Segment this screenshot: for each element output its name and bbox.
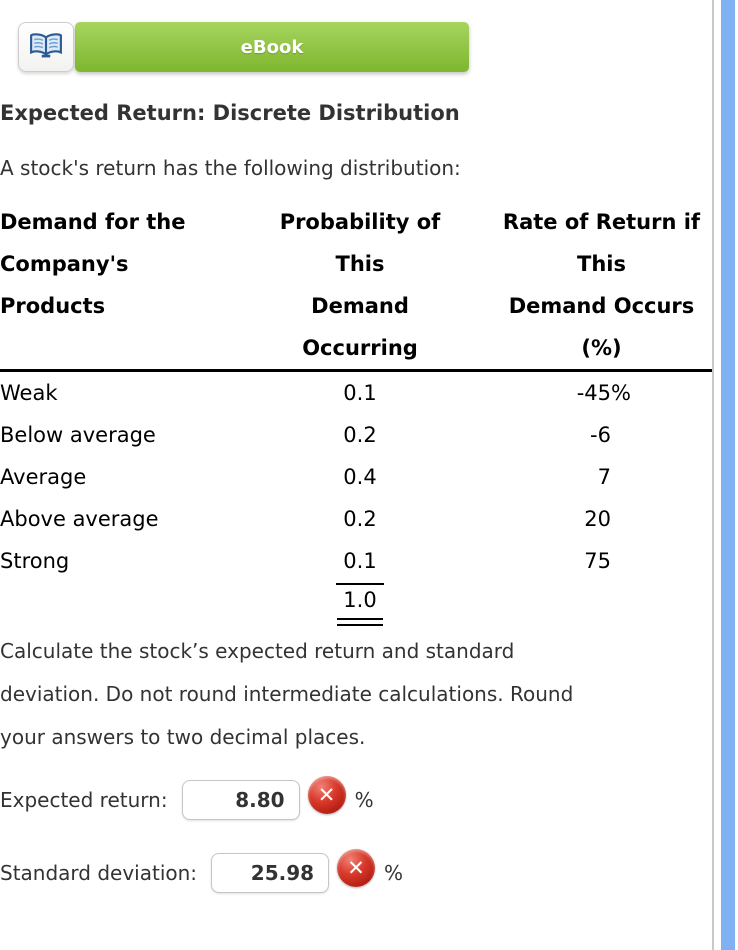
expected-return-row: Expected return: ✕ %	[0, 776, 374, 822]
demand-cell: Below average	[0, 423, 156, 447]
ebook-button[interactable]: eBook	[75, 22, 469, 72]
instructions-text: Calculate the stock’s expected return an…	[0, 639, 574, 749]
return-cell: -45%	[576, 381, 631, 405]
page-title: Expected Return: Discrete Distribution	[0, 101, 460, 125]
header-demand: Demand for the Company's Products	[0, 210, 186, 318]
ebook-button-label: eBook	[240, 36, 304, 58]
expected-return-input[interactable]	[181, 780, 300, 820]
probability-cell: 0.2	[343, 507, 377, 531]
probability-total: 1.0	[343, 588, 377, 612]
open-book-icon	[29, 32, 63, 63]
percent-sign: %	[354, 788, 374, 812]
sum-rule	[336, 583, 384, 585]
probability-cell: 0.4	[343, 465, 377, 489]
header-rate-of-return: Rate of Return if This Demand Occurs (%)	[502, 210, 701, 360]
probability-cell: 0.1	[343, 381, 377, 405]
standard-deviation-input[interactable]	[211, 853, 330, 893]
table-header: Demand for the Company's Products Probab…	[0, 201, 713, 372]
standard-deviation-label: Standard deviation:	[0, 861, 198, 885]
table-row: Average 0.4 7	[0, 456, 713, 498]
return-cell: 75	[584, 549, 611, 573]
header-probability: Probability of This Demand Occurring	[279, 210, 441, 360]
standard-deviation-row: Standard deviation: ✕ %	[0, 849, 404, 895]
ebook-icon-button[interactable]	[18, 22, 74, 72]
distribution-table: Demand for the Company's Products Probab…	[0, 201, 713, 626]
table-row: Above average 0.2 20	[0, 498, 713, 540]
table-row: Below average 0.2 -6	[0, 414, 713, 456]
demand-cell: Above average	[0, 507, 159, 531]
demand-cell: Weak	[0, 381, 58, 405]
probability-cell: 0.2	[343, 423, 377, 447]
expected-return-label: Expected return:	[0, 788, 168, 812]
demand-cell: Strong	[0, 549, 70, 573]
frame-divider	[712, 0, 714, 950]
return-cell: 7	[597, 465, 611, 489]
vertical-scrollbar[interactable]	[721, 0, 735, 950]
table-row: Strong 0.1 75	[0, 540, 713, 582]
demand-cell: Average	[0, 465, 87, 489]
incorrect-x-icon: ✕	[307, 776, 346, 814]
double-rule	[337, 618, 383, 626]
incorrect-x-icon: ✕	[337, 849, 376, 887]
percent-sign: %	[384, 861, 404, 885]
probability-cell: 0.1	[343, 549, 377, 573]
intro-text: A stock's return has the following distr…	[0, 156, 461, 180]
return-cell: -6	[590, 423, 611, 447]
ebook-toolbar: eBook	[18, 22, 469, 72]
return-cell: 20	[584, 507, 611, 531]
table-row: Weak 0.1 -45%	[0, 372, 713, 414]
